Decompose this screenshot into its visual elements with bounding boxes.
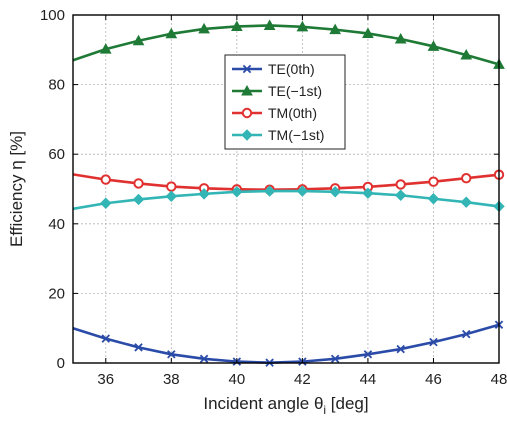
data-point bbox=[329, 23, 342, 35]
data-point bbox=[396, 344, 405, 354]
data-point bbox=[296, 185, 309, 197]
data-point bbox=[99, 43, 112, 54]
series-line bbox=[72, 189, 500, 211]
x-tick-label: 38 bbox=[163, 371, 180, 388]
data-point bbox=[428, 176, 439, 187]
series-1 bbox=[72, 19, 505, 69]
data-point bbox=[133, 178, 144, 189]
data-point bbox=[165, 27, 178, 39]
legend-marker bbox=[241, 107, 253, 119]
data-point bbox=[427, 193, 440, 205]
data-point bbox=[362, 27, 374, 38]
x-tick-label: 42 bbox=[294, 371, 311, 388]
y-tick-label: 0 bbox=[57, 355, 65, 372]
data-point bbox=[461, 173, 472, 184]
data-point bbox=[296, 20, 309, 32]
series-line bbox=[72, 173, 500, 191]
x-axis-label-unit: [deg] bbox=[326, 394, 369, 413]
data-point bbox=[132, 193, 145, 206]
data-point bbox=[166, 181, 177, 192]
series-3 bbox=[72, 185, 505, 213]
data-point bbox=[394, 189, 407, 201]
x-tick-label: 46 bbox=[425, 371, 442, 388]
series-line bbox=[72, 24, 500, 66]
data-point bbox=[134, 343, 143, 352]
x-tick-label: 44 bbox=[360, 371, 377, 388]
plot-frame bbox=[72, 14, 500, 364]
data-point bbox=[330, 354, 340, 364]
data-point bbox=[199, 354, 209, 364]
data-point bbox=[230, 20, 243, 31]
legend-label: TM(0th) bbox=[268, 105, 317, 121]
legend: TE(0th) TE(−1st) TM(0th) TM(−1st) bbox=[224, 54, 346, 150]
x-axis-label-main: Incident angle θ bbox=[203, 394, 323, 413]
legend-label: TM(−1st) bbox=[268, 127, 324, 143]
legend-marker bbox=[241, 129, 253, 141]
data-point bbox=[460, 48, 473, 60]
y-tick-label: 40 bbox=[48, 216, 65, 233]
x-tick-label: 36 bbox=[97, 371, 114, 388]
x-axis-label: Incident angle θi [deg] bbox=[203, 394, 368, 417]
legend-item: TE(0th) bbox=[232, 61, 315, 77]
data-point bbox=[363, 350, 373, 359]
y-axis-label: Efficiency η [%] bbox=[7, 131, 26, 247]
legend-marker bbox=[242, 64, 252, 74]
series-line bbox=[72, 323, 500, 364]
data-point bbox=[198, 22, 210, 34]
data-point bbox=[427, 40, 440, 51]
data-point bbox=[362, 187, 374, 199]
data-point bbox=[460, 196, 472, 208]
y-tick-label: 100 bbox=[40, 7, 65, 24]
x-tick-label: 48 bbox=[491, 371, 507, 388]
data-point bbox=[198, 188, 210, 200]
y-tick-label: 20 bbox=[48, 285, 65, 302]
data-point bbox=[165, 190, 178, 203]
data-point bbox=[167, 350, 176, 359]
data-point bbox=[101, 334, 111, 343]
data-point bbox=[231, 186, 243, 198]
data-point bbox=[395, 179, 406, 190]
series-0 bbox=[72, 320, 504, 367]
data-point bbox=[461, 329, 471, 339]
data-point bbox=[429, 337, 438, 347]
data-point bbox=[132, 34, 145, 46]
y-tick-label: 60 bbox=[48, 146, 65, 163]
data-point bbox=[263, 19, 276, 30]
data-point bbox=[100, 174, 111, 185]
legend-marker bbox=[241, 84, 253, 96]
data-point bbox=[329, 186, 341, 198]
legend-item: TE(−1st) bbox=[232, 83, 322, 99]
x-tick-label: 40 bbox=[229, 371, 246, 388]
x-axis-label-subscript: i bbox=[323, 403, 326, 417]
data-point bbox=[100, 197, 112, 209]
legend-label: TE(−1st) bbox=[268, 83, 322, 99]
data-point bbox=[394, 32, 407, 44]
legend-item: TM(0th) bbox=[232, 105, 317, 121]
series-layer bbox=[72, 19, 505, 367]
y-tick-label: 80 bbox=[48, 77, 65, 94]
legend-item: TM(−1st) bbox=[232, 127, 324, 143]
axis-ticks: 36 38 40 42 44 46 48 0 20 40 60 80 100 bbox=[40, 7, 507, 388]
data-point bbox=[263, 185, 276, 197]
legend-label: TE(0th) bbox=[268, 61, 315, 77]
